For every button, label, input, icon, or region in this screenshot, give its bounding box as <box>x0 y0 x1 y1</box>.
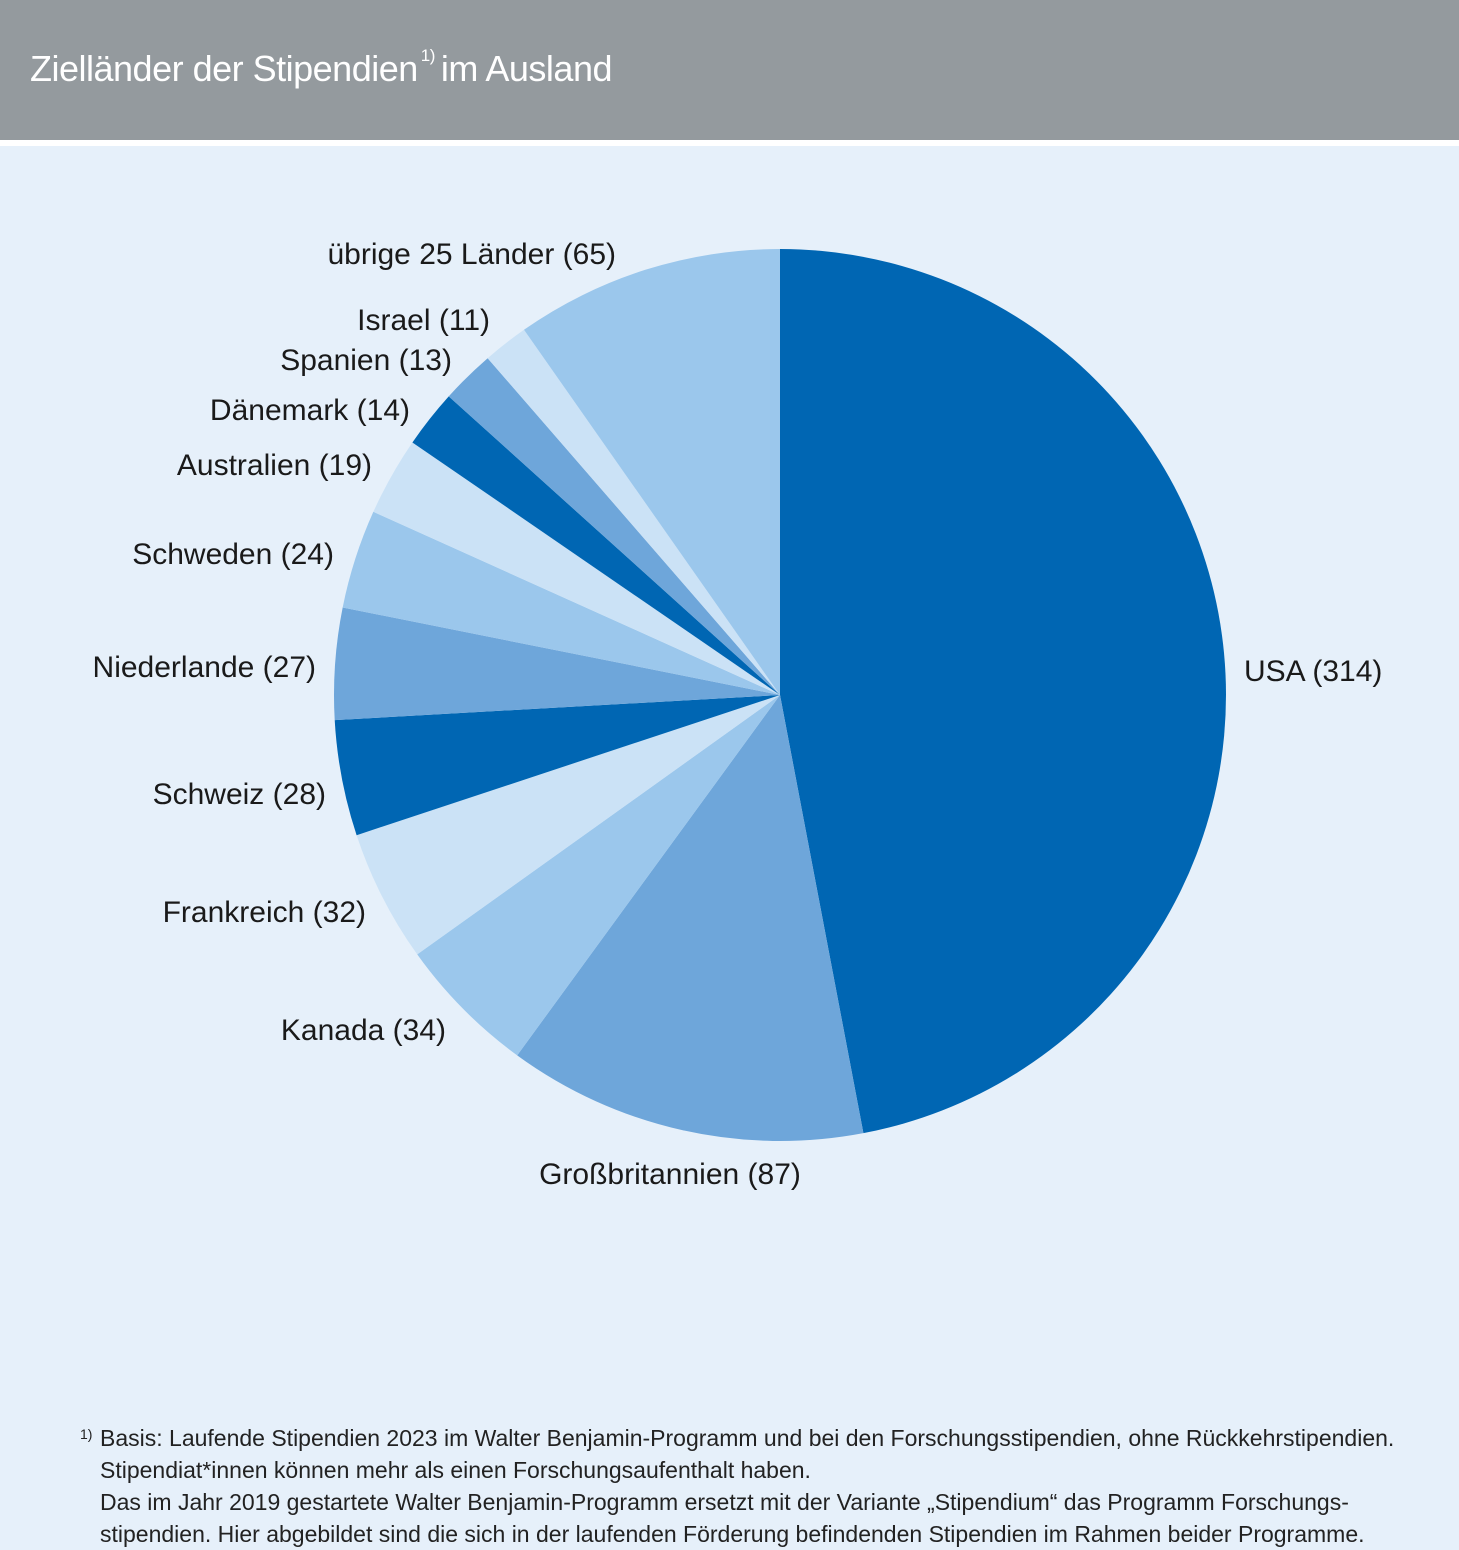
pie-slice-label-8: Australien (19) <box>177 449 372 482</box>
pie-slice-label-6: Niederlande (27) <box>93 651 316 684</box>
pie-slice-4 <box>356 695 780 955</box>
pie-slice-label-4: Frankreich (32) <box>163 896 366 929</box>
footnote-line-4: stipendien. Hier abgebildet sind die sic… <box>100 1521 1365 1547</box>
pie-slice-5 <box>334 695 780 836</box>
pie-slice-3 <box>417 695 780 1056</box>
pie-slice-label-5: Schweiz (28) <box>153 778 326 811</box>
pie-slice-11 <box>487 329 780 695</box>
chart-title-footnote-ref: 1) <box>420 46 436 65</box>
pie-slice-label-12: übrige 25 Länder (65) <box>327 238 616 271</box>
pie-slice-7 <box>342 511 780 695</box>
pie-slice-label-11: Israel (11) <box>357 304 490 337</box>
footnote: 1) Basis: Laufende Stipendien 2023 im Wa… <box>80 1422 1430 1550</box>
footnote-marker: 1) <box>80 1426 93 1442</box>
pie-slice-6 <box>333 607 780 721</box>
pie-slice-9 <box>412 396 780 695</box>
pie-slice-2 <box>517 695 864 1141</box>
pie-slice-label-1: USA (314) <box>1244 655 1382 688</box>
pie-slice-label-9: Dänemark (14) <box>210 394 410 427</box>
pie-slice-8 <box>373 442 780 695</box>
pie-slices <box>333 249 1226 1141</box>
header-bar: Zielländer der Stipendien 1) im Ausland <box>0 0 1459 140</box>
chart-title-tail: im Ausland <box>440 48 613 89</box>
pie-slice-label-10: Spanien (13) <box>280 344 452 377</box>
pie-slice-12 <box>523 249 780 695</box>
pie-labels: USA (314) Großbritannien (87) Kanada (34) F… <box>93 238 1383 1191</box>
header-divider <box>0 140 1459 146</box>
pie-slice-label-3: Kanada (34) <box>281 1014 446 1047</box>
chart-title-main: Zielländer der Stipendien <box>30 48 418 89</box>
pie-slice-label-2: Großbritannien (87) <box>539 1158 801 1191</box>
chart-area: USA (314) Großbritannien (87) Kanada (34) F… <box>0 146 1459 1547</box>
pie-slice-label-7: Schweden (24) <box>132 538 334 571</box>
footnote-line-3: Das im Jahr 2019 gestartete Walter Benja… <box>100 1489 1349 1515</box>
footnote-line-1: Basis: Laufende Stipendien 2023 im Walte… <box>100 1425 1395 1451</box>
pie-slice-10 <box>448 358 780 695</box>
chart-title: Zielländer der Stipendien 1) im Ausland <box>30 46 613 90</box>
pie-chart: USA (314) Großbritannien (87) Kanada (34) F… <box>93 238 1383 1191</box>
pie-slice-1 <box>780 249 1226 1134</box>
footnote-line-2: Stipendiat*innen können mehr als einen F… <box>100 1457 811 1483</box>
